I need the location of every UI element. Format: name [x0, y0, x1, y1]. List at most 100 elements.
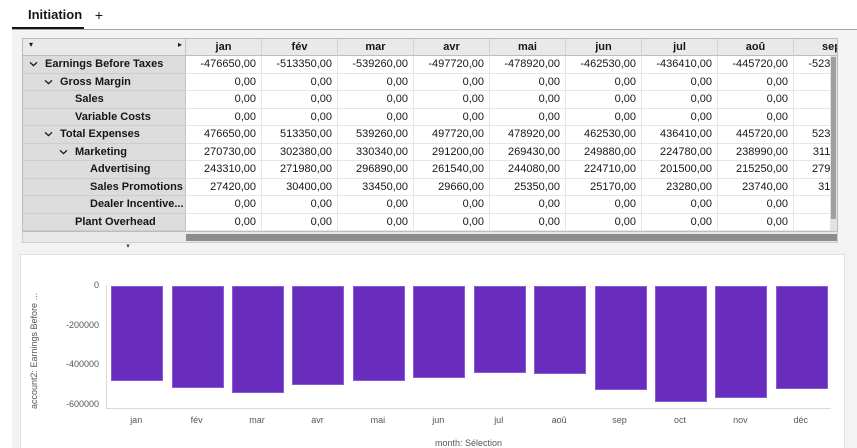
grid-cell[interactable]: -513350,00 — [262, 56, 338, 74]
grid-cell[interactable]: -445720,00 — [718, 56, 794, 74]
grid-cell[interactable]: 0,00 — [262, 73, 338, 91]
grid-cell[interactable]: 0,00 — [338, 91, 414, 109]
grid-cell[interactable]: -539260,00 — [338, 56, 414, 74]
grid-cell[interactable]: 296890,00 — [338, 161, 414, 179]
grid-cell[interactable]: -436410,00 — [642, 56, 718, 74]
grid-vertical-scrollbar[interactable] — [830, 56, 837, 231]
column-header-mai[interactable]: mai — [490, 39, 566, 56]
grid-cell[interactable]: 224710,00 — [566, 161, 642, 179]
grid-cell[interactable]: 215250,00 — [718, 161, 794, 179]
grid-cell[interactable]: 0,00 — [566, 108, 642, 126]
collapse-toggle[interactable] — [44, 79, 60, 85]
grid-cell[interactable]: 0,00 — [794, 196, 837, 214]
grid-cell[interactable]: 0,00 — [794, 74, 837, 91]
grid-cell[interactable]: 269430,00 — [490, 143, 566, 161]
grid-cell[interactable]: 0,00 — [794, 214, 837, 231]
bar-jan[interactable] — [111, 286, 164, 381]
column-header-mar[interactable]: mar — [338, 39, 414, 56]
grid-cell[interactable]: 497720,00 — [414, 126, 490, 144]
grid-cell[interactable]: 0,00 — [262, 108, 338, 126]
grid-cell[interactable]: -523220,00 — [794, 56, 837, 74]
column-header-aoû[interactable]: aoû — [718, 39, 794, 56]
bar-fév[interactable] — [171, 286, 224, 388]
grid-cell[interactable]: 0,00 — [794, 91, 837, 109]
row-header-variable-costs[interactable]: Variable Costs — [23, 108, 186, 126]
grid-cell[interactable]: 29660,00 — [414, 178, 490, 196]
grid-cell[interactable]: 0,00 — [490, 91, 566, 109]
grid-cell[interactable]: 539260,00 — [338, 126, 414, 144]
grid-cell[interactable]: -478920,00 — [490, 56, 566, 74]
grid-cell[interactable]: 27420,00 — [186, 178, 262, 196]
grid-horizontal-scrollbar-thumb[interactable] — [186, 234, 837, 241]
grid-cell[interactable]: 0,00 — [490, 108, 566, 126]
grid-cell[interactable]: 0,00 — [490, 213, 566, 231]
bar-mai[interactable] — [352, 286, 405, 381]
grid-cell[interactable]: 0,00 — [718, 108, 794, 126]
column-header-sep[interactable]: sep — [794, 39, 837, 56]
grid-cell[interactable]: 0,00 — [414, 73, 490, 91]
bar-mar[interactable] — [232, 286, 285, 393]
grid-horizontal-scrollbar[interactable] — [22, 232, 838, 243]
column-header-fév[interactable]: fév — [262, 39, 338, 56]
row-header-dealer-incentive-[interactable]: Dealer Incentive... — [23, 196, 186, 214]
grid-cell[interactable]: 261540,00 — [414, 161, 490, 179]
grid-cell[interactable]: 270730,00 — [186, 143, 262, 161]
grid-cell[interactable]: 0,00 — [414, 213, 490, 231]
row-header-plant-overhead[interactable]: Plant Overhead — [23, 213, 186, 231]
grid-cell[interactable]: 0,00 — [718, 91, 794, 109]
grid-cell[interactable]: 0,00 — [414, 91, 490, 109]
grid-cell[interactable]: 0,00 — [718, 213, 794, 231]
grid-cell[interactable]: 0,00 — [338, 73, 414, 91]
bar-avr[interactable] — [292, 286, 345, 385]
grid-cell[interactable]: 0,00 — [566, 73, 642, 91]
grid-cell[interactable]: 243310,00 — [186, 161, 262, 179]
bar-nov[interactable] — [715, 286, 768, 399]
grid-cell[interactable]: 0,00 — [262, 196, 338, 214]
grid-cell[interactable]: 30400,00 — [262, 178, 338, 196]
grid-cell[interactable]: 0,00 — [186, 73, 262, 91]
grid-cell[interactable]: 0,00 — [186, 213, 262, 231]
grid-cell[interactable]: 201500,00 — [642, 161, 718, 179]
grid-cell[interactable]: 244080,00 — [490, 161, 566, 179]
grid-cell[interactable]: 0,00 — [414, 108, 490, 126]
grid-cell[interactable]: 0,00 — [186, 91, 262, 109]
row-header-sales-promotions[interactable]: Sales Promotions — [23, 178, 186, 196]
grid-cell[interactable]: 23740,00 — [718, 178, 794, 196]
row-header-advertising[interactable]: Advertising — [23, 161, 186, 179]
grid-cell[interactable]: 445720,00 — [718, 126, 794, 144]
bar-aoû[interactable] — [534, 286, 587, 375]
grid-cell[interactable]: 0,00 — [566, 91, 642, 109]
grid-cell[interactable]: 462530,00 — [566, 126, 642, 144]
grid-cell[interactable]: -497720,00 — [414, 56, 490, 74]
row-header-gross-margin[interactable]: Gross Margin — [23, 73, 186, 91]
grid-cell[interactable]: 0,00 — [718, 196, 794, 214]
row-header-sales[interactable]: Sales — [23, 91, 186, 109]
grid-cell[interactable]: 0,00 — [642, 91, 718, 109]
grid-cell[interactable]: 513350,00 — [262, 126, 338, 144]
row-header-marketing[interactable]: Marketing — [23, 143, 186, 161]
grid-cell[interactable]: 0,00 — [642, 108, 718, 126]
grid-cell[interactable]: 33450,00 — [338, 178, 414, 196]
add-tab-button[interactable]: + — [94, 7, 104, 23]
grid-corner-cell[interactable]: ▾ ▸ — [23, 39, 186, 56]
grid-cell[interactable]: 0,00 — [490, 196, 566, 214]
grid-cell[interactable]: 0,00 — [490, 73, 566, 91]
grid-cell[interactable]: 0,00 — [794, 109, 837, 126]
collapse-toggle[interactable] — [44, 131, 60, 137]
grid-cell[interactable]: 0,00 — [338, 196, 414, 214]
row-header-earnings-before-taxes[interactable]: Earnings Before Taxes — [23, 56, 186, 74]
grid-cell[interactable]: 23280,00 — [642, 178, 718, 196]
grid-cell[interactable]: 25350,00 — [490, 178, 566, 196]
chevron-down-icon[interactable]: ▾ — [126, 243, 130, 250]
tab-initiation[interactable]: Initiation — [12, 0, 84, 30]
grid-cell[interactable]: 302380,00 — [262, 143, 338, 161]
grid-cell[interactable]: 0,00 — [186, 196, 262, 214]
collapse-toggle[interactable] — [29, 61, 45, 67]
grid-cell[interactable]: 271980,00 — [262, 161, 338, 179]
grid-cell[interactable]: 330340,00 — [338, 143, 414, 161]
dropdown-icon[interactable]: ▾ — [29, 40, 34, 49]
expand-right-icon[interactable]: ▸ — [177, 40, 182, 49]
bar-déc[interactable] — [775, 286, 828, 390]
grid-cell[interactable]: 478920,00 — [490, 126, 566, 144]
grid-cell[interactable]: 0,00 — [566, 196, 642, 214]
